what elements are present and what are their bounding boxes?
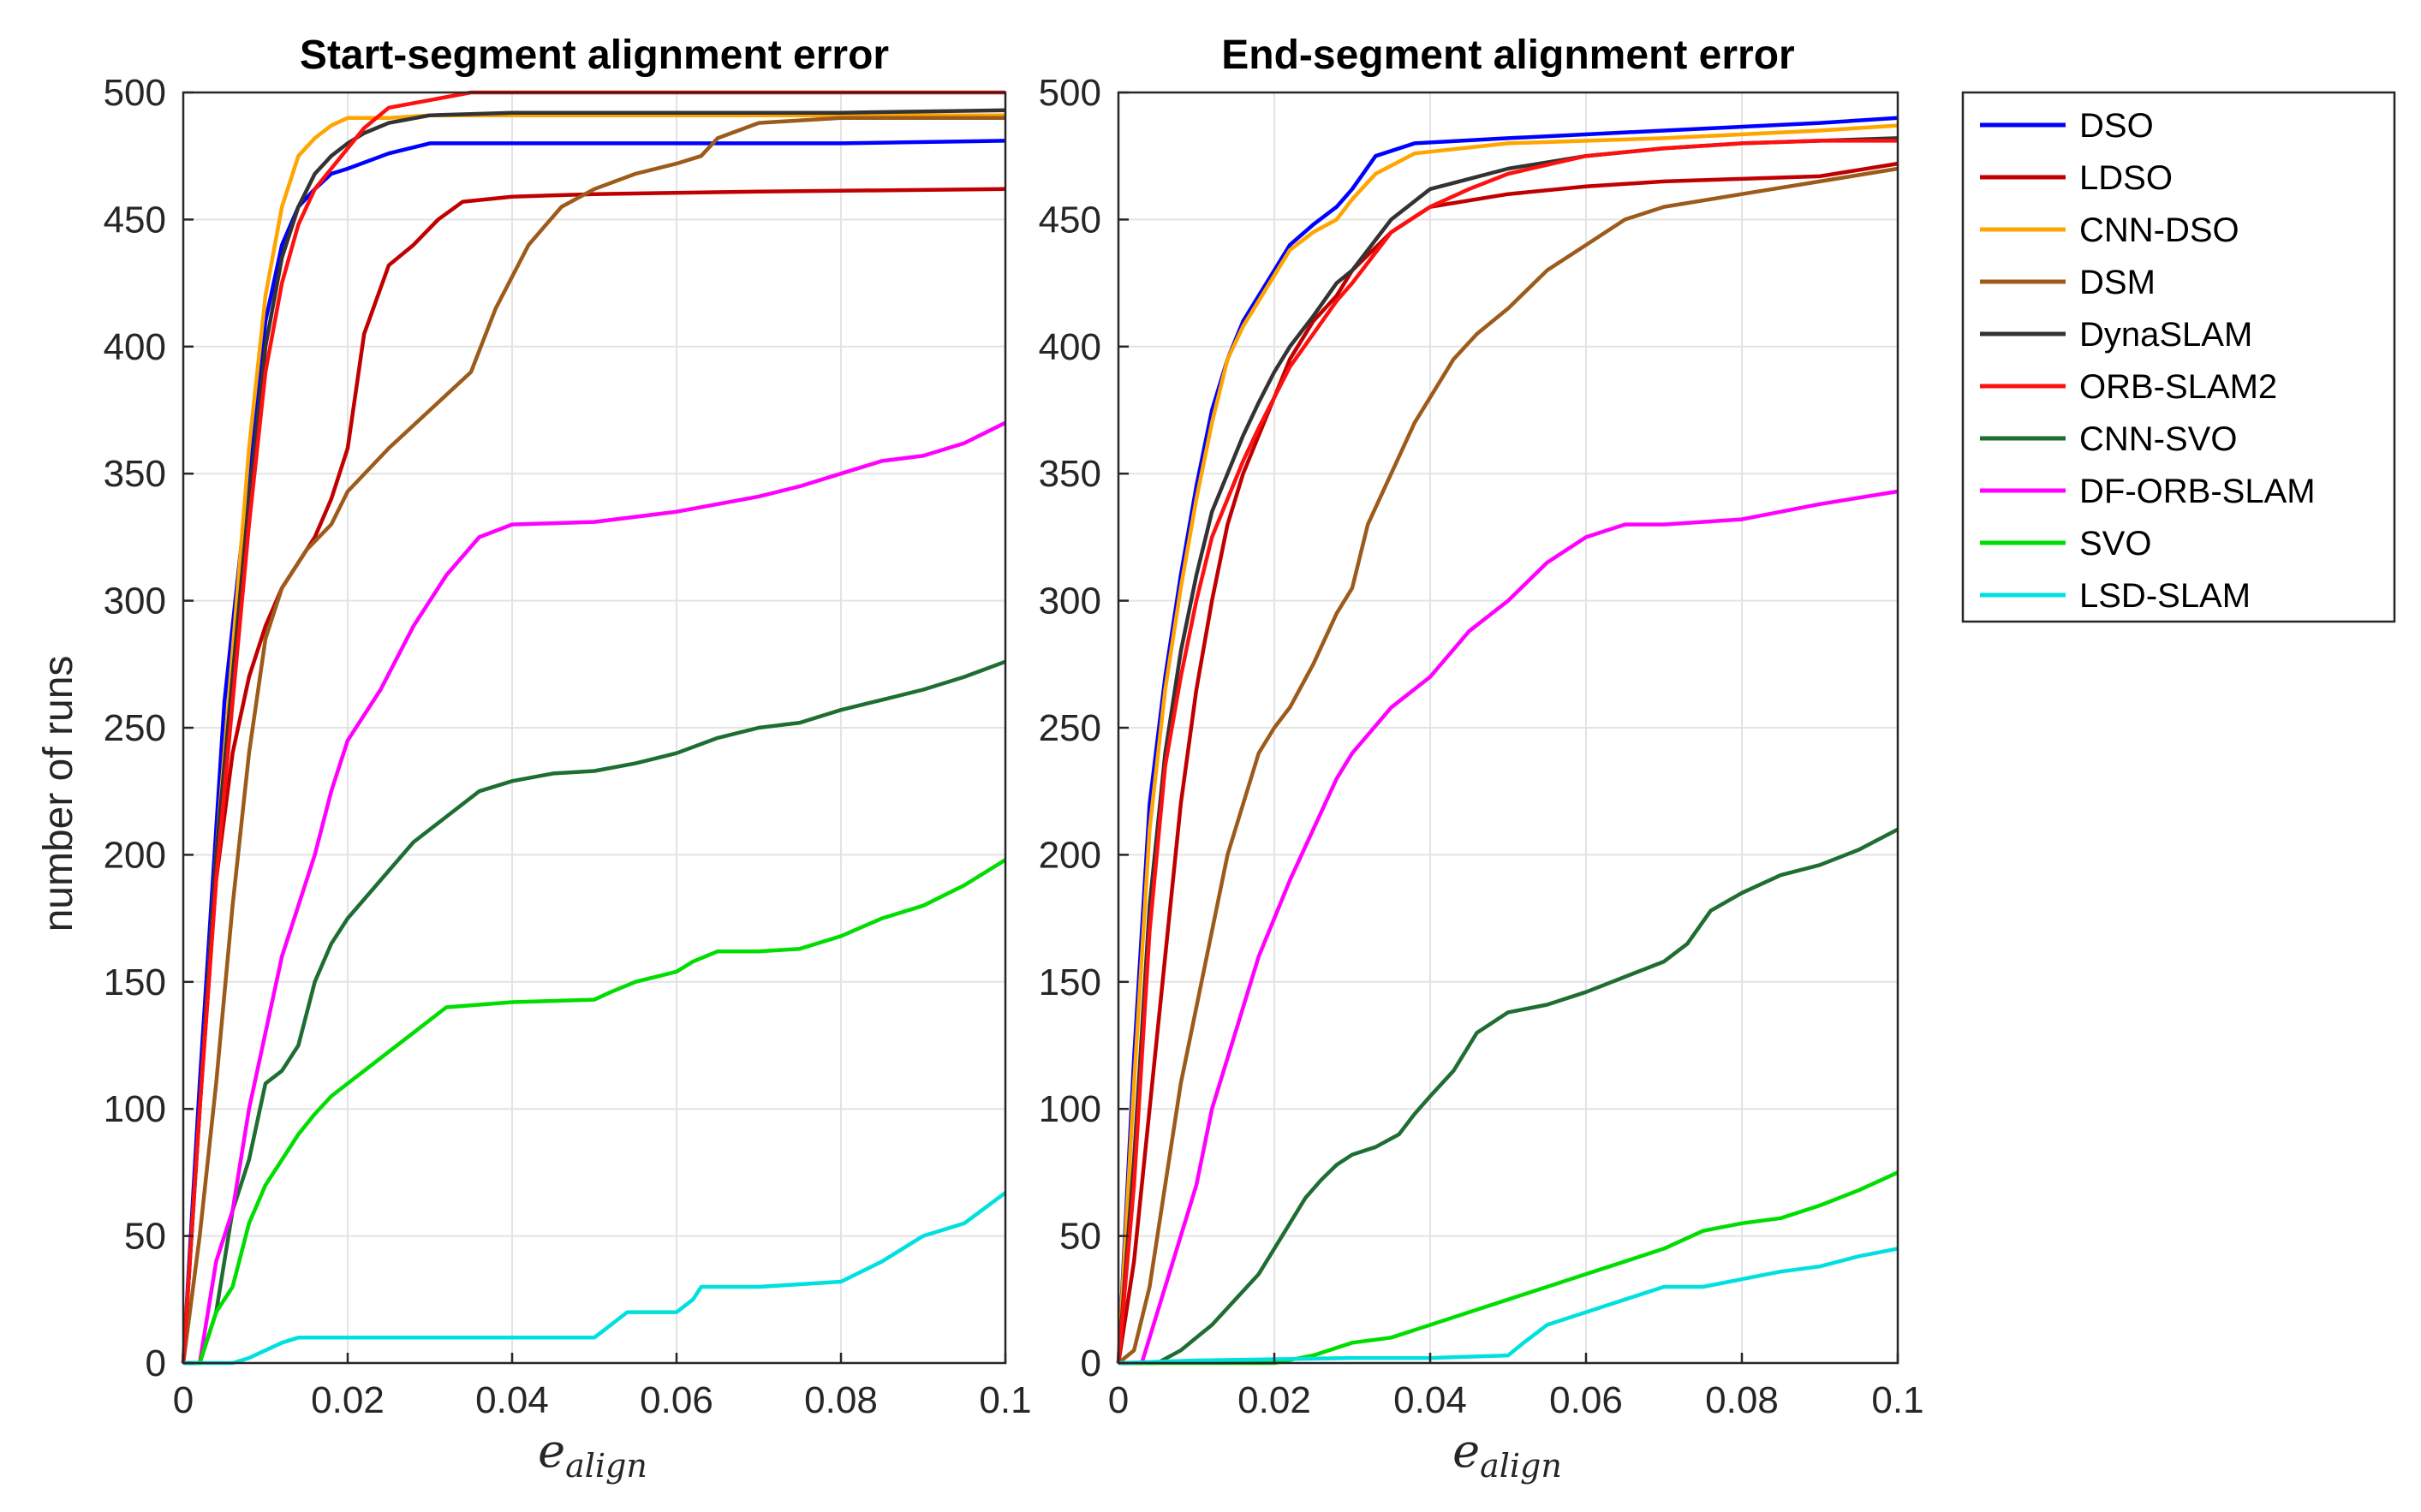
legend-items: DSO LDSO CNN-DSO DSM DynaSLAM ORB-SLAM2 CNN-SV…	[1980, 107, 2316, 615]
end-ticks: 0 0.02 0.04 0.06 0.08 0.1 0 50 100 150 200 250 300 35…	[1039, 72, 1924, 1421]
legend-label-df-orb-slam: DF-ORB-SLAM	[2079, 473, 2316, 510]
end-series-dsm	[1117, 166, 1899, 1365]
legend-label-orb-slam2: ORB-SLAM2	[2079, 368, 2277, 406]
start-x-axis-label-sub: align	[565, 1447, 647, 1485]
start-x-axis-label: ealign	[538, 1424, 647, 1485]
end-x-axis-label: ealign	[1452, 1424, 1562, 1485]
start-ytick-label-7: 350	[104, 453, 166, 495]
start-ytick-label-5: 250	[104, 707, 166, 749]
legend-label-cnn-dso: CNN-DSO	[2079, 211, 2239, 249]
end-series-orb-slam2	[1116, 139, 1898, 1364]
start-xtick-label-5: 0.1	[979, 1379, 1031, 1421]
legend-label-dso: DSO	[2079, 107, 2154, 145]
start-ytick-label-6: 300	[104, 580, 166, 622]
end-segment-chart: 0 0.02 0.04 0.06 0.08 0.1 0 50 100 150 200 250 300 35…	[1039, 33, 1924, 1421]
end-ytick-label-7: 350	[1039, 453, 1101, 495]
end-x-axis-label-sub: align	[1480, 1447, 1562, 1485]
end-ytick-label-10: 500	[1039, 72, 1101, 114]
start-ticks: 0 0.02 0.04 0.06 0.08 0.1 0 50 100 150 200 250 300 35…	[104, 72, 1032, 1421]
start-ytick-label-8: 400	[104, 326, 166, 368]
legend-label-svo: SVO	[2079, 525, 2151, 563]
end-series-lines	[1116, 116, 1899, 1366]
end-xtick-label-3: 0.06	[1549, 1379, 1623, 1421]
start-series-svo	[183, 858, 1007, 1366]
start-x-axis-label-main: e	[538, 1424, 565, 1478]
start-xtick-label-2: 0.04	[475, 1379, 549, 1421]
start-series-lsd-slam	[183, 1191, 1007, 1366]
end-series-lsd-slam	[1118, 1247, 1899, 1366]
start-ytick-label-1: 50	[124, 1216, 166, 1258]
start-segment-chart: 0 0.02 0.04 0.06 0.08 0.1 0 50 100 150 200 250 300 35…	[104, 33, 1032, 1421]
legend-label-cnn-svo: CNN-SVO	[2079, 420, 2237, 458]
end-ytick-label-3: 150	[1039, 961, 1101, 1003]
start-xtick-label-3: 0.06	[640, 1379, 713, 1421]
legend-box	[1961, 91, 2396, 623]
end-series-dso	[1116, 116, 1899, 1364]
start-xtick-label-0: 0	[173, 1379, 194, 1421]
end-chart-title: End-segment alignment error	[1221, 33, 1794, 78]
end-ytick-label-9: 450	[1039, 199, 1101, 241]
end-xtick-label-5: 0.1	[1871, 1379, 1923, 1421]
start-series-dynaslam	[181, 108, 1006, 1364]
end-xtick-label-0: 0	[1108, 1379, 1129, 1421]
start-ytick-label-3: 150	[104, 961, 166, 1003]
start-series-lines	[181, 90, 1007, 1366]
start-series-dsm	[181, 116, 1005, 1364]
end-xtick-label-4: 0.08	[1705, 1379, 1779, 1421]
end-ytick-label-6: 300	[1039, 580, 1101, 622]
end-series-svo	[1118, 1170, 1899, 1366]
end-series-cnn-dso	[1116, 123, 1899, 1364]
end-series-ldso	[1116, 161, 1899, 1364]
legend-label-dynaslam: DynaSLAM	[2079, 316, 2252, 354]
start-ytick-label-0: 0	[146, 1342, 166, 1384]
end-series-cnn-svo	[1118, 827, 1899, 1366]
start-xtick-label-1: 0.02	[311, 1379, 385, 1421]
legend-label-lsd-slam: LSD-SLAM	[2079, 577, 2251, 615]
end-ytick-label-2: 100	[1039, 1088, 1101, 1130]
start-series-df-orb-slam	[183, 420, 1006, 1366]
start-chart-title: Start-segment alignment error	[300, 33, 889, 78]
end-series-df-orb-slam	[1118, 489, 1899, 1366]
end-ytick-label-4: 200	[1039, 834, 1101, 876]
start-ytick-label-4: 200	[104, 834, 166, 876]
end-ytick-label-0: 0	[1081, 1342, 1101, 1384]
end-ytick-label-5: 250	[1039, 707, 1101, 749]
start-ytick-label-9: 450	[104, 199, 166, 241]
legend-label-dsm: DSM	[2079, 264, 2156, 301]
legend: DSO LDSO CNN-DSO DSM DynaSLAM ORB-SLAM2 CNN-SV…	[1961, 91, 2396, 623]
start-series-dso	[181, 139, 1006, 1364]
end-xtick-label-1: 0.02	[1237, 1379, 1311, 1421]
end-ytick-label-8: 400	[1039, 326, 1101, 368]
start-series-cnn-svo	[183, 659, 1006, 1366]
legend-label-ldso: LDSO	[2079, 159, 2173, 197]
start-series-ldso	[181, 187, 1006, 1364]
start-ytick-label-2: 100	[104, 1088, 166, 1130]
start-ytick-label-10: 500	[104, 72, 166, 114]
end-x-axis-label-main: e	[1452, 1424, 1480, 1478]
end-xtick-label-2: 0.04	[1393, 1379, 1467, 1421]
end-ytick-label-1: 50	[1059, 1216, 1101, 1258]
y-axis-label: number of runs	[36, 656, 81, 932]
start-xtick-label-4: 0.08	[804, 1379, 878, 1421]
